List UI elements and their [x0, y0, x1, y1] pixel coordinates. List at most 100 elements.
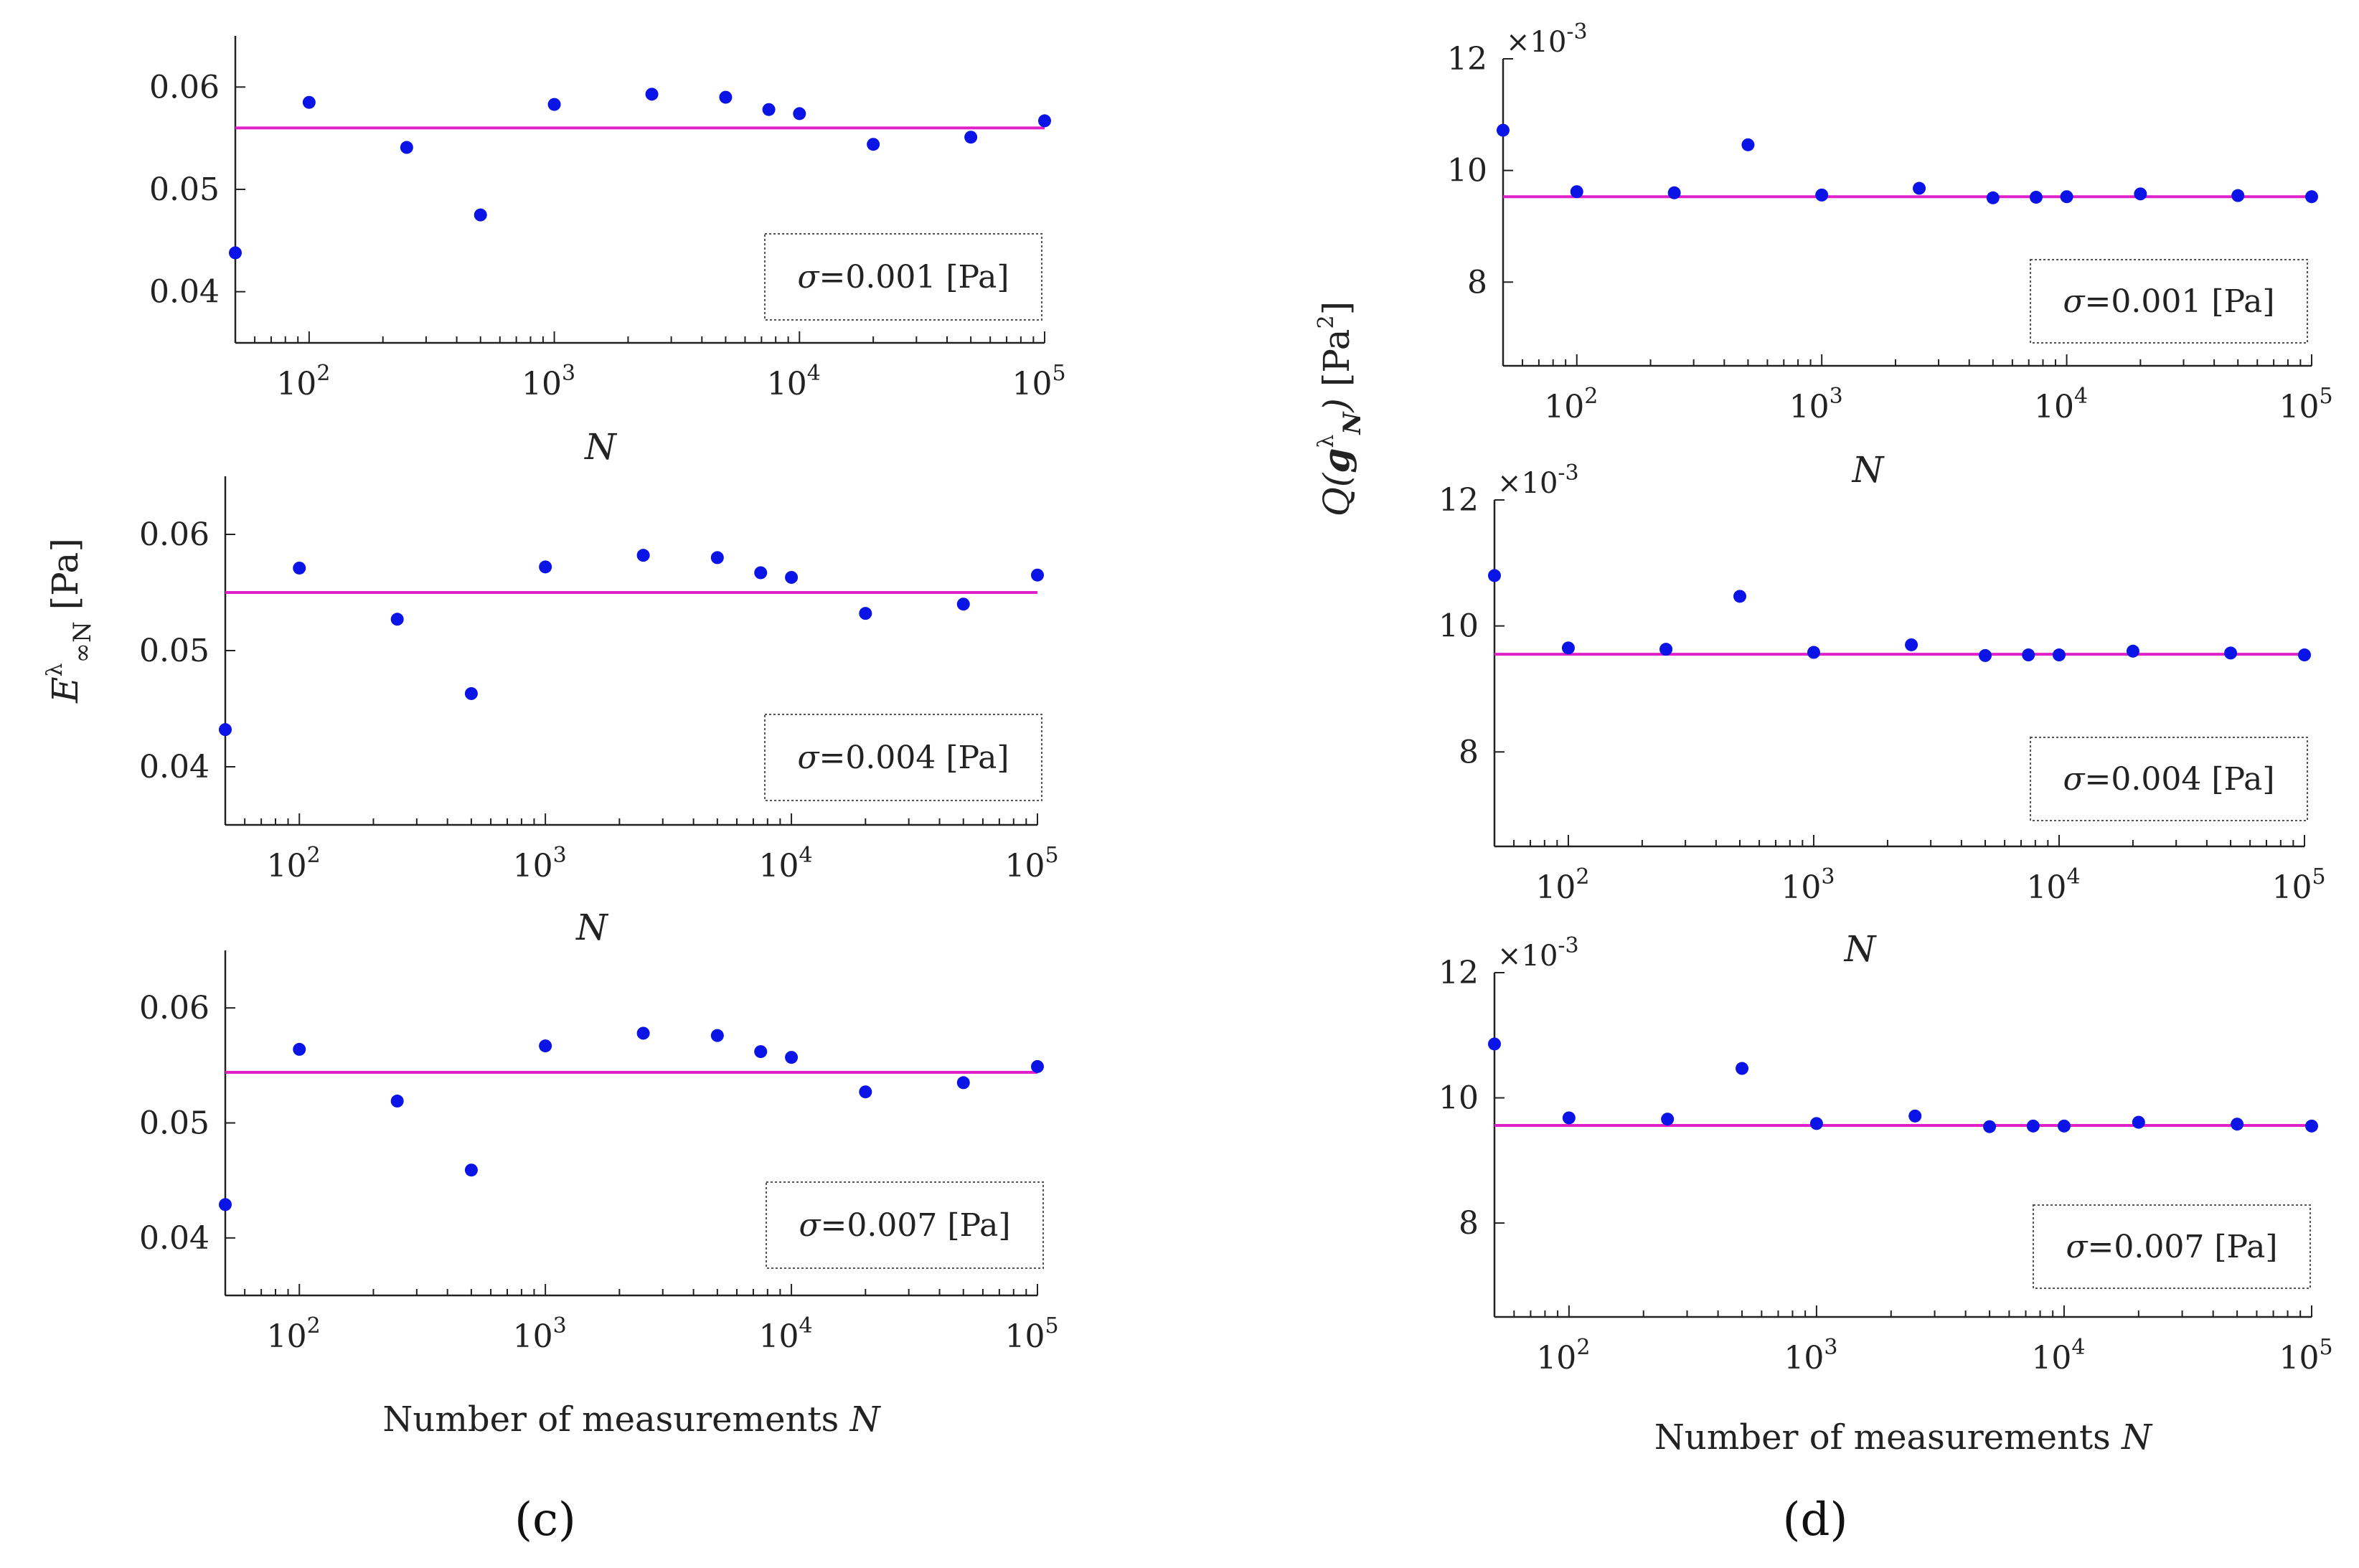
data-point	[1488, 1037, 1501, 1051]
data-point	[219, 723, 232, 737]
x-axis-title: N	[575, 907, 609, 948]
data-point	[1659, 643, 1673, 656]
y-tick-label: 0.04	[149, 274, 220, 311]
chart-d1: 102 103 104 105 8 10 12 ×10-3 σ=0.001 [Pa] N	[1447, 19, 2333, 491]
data-point	[229, 246, 242, 260]
legend-box	[2033, 1204, 2311, 1289]
data-point	[1908, 1109, 1922, 1123]
x-axis-title: Number of measurements N	[382, 1399, 881, 1440]
legend-box	[2030, 737, 2308, 821]
y-tick-label: 12	[1439, 955, 1479, 991]
data-point	[400, 141, 413, 154]
data-point	[793, 107, 806, 121]
y-scale-multiplier: ×10-3	[1506, 19, 1588, 59]
data-point	[1733, 590, 1747, 603]
data-point	[956, 598, 970, 611]
data-point	[1983, 1120, 1997, 1133]
y-tick-label: 0.05	[139, 1105, 209, 1142]
legend-box	[764, 233, 1042, 321]
data-point	[964, 131, 978, 144]
y-tick-label: 8	[1459, 1205, 1479, 1242]
data-point	[2231, 1118, 2244, 1131]
data-point	[2060, 190, 2073, 204]
y-tick-label: 12	[1447, 41, 1487, 77]
data-point	[636, 549, 650, 562]
data-point	[956, 1076, 970, 1090]
x-tick-label: 104	[759, 1313, 813, 1355]
data-point	[1986, 191, 2000, 204]
data-point	[2126, 644, 2139, 658]
x-tick-label: 105	[1004, 843, 1058, 884]
y-tick-label: 0.05	[149, 171, 220, 208]
data-point	[2052, 648, 2066, 662]
x-tick-label: 104	[2034, 384, 2088, 425]
data-point	[1809, 1117, 1823, 1130]
data-point	[2057, 1119, 2071, 1133]
data-point	[1031, 1059, 1044, 1073]
data-point	[474, 208, 487, 222]
legend-text: σ=0.007 [Pa]	[799, 1207, 1010, 1244]
x-tick-label: 104	[759, 843, 813, 884]
data-point	[719, 90, 733, 104]
data-point	[754, 1045, 768, 1059]
x-tick-label: 103	[1781, 864, 1835, 906]
data-point	[390, 1095, 404, 1108]
data-point	[1562, 1111, 1576, 1125]
x-tick-label: 103	[513, 1313, 567, 1355]
y-tick-label: 0.05	[139, 633, 209, 669]
x-tick-label: 103	[513, 843, 567, 884]
data-point	[547, 98, 561, 111]
legend-box	[764, 714, 1042, 801]
data-point	[2298, 648, 2311, 662]
legend-text: σ=0.004 [Pa]	[2063, 761, 2274, 798]
right-y-label-text: Q(gλN) [Pa2]	[1314, 301, 1367, 516]
data-point	[2132, 1115, 2145, 1129]
x-tick-label: 105	[2279, 384, 2332, 425]
x-tick-label: 105	[2279, 1335, 2332, 1376]
data-point	[1905, 638, 1918, 651]
x-tick-label: 105	[1012, 361, 1065, 402]
x-tick-label: 103	[1784, 1335, 1837, 1376]
chart-c3: 102 103 104 105 0.04 0.05 0.06 σ=0.007 [Pa] Numb…	[139, 950, 1059, 1440]
legend-text: σ=0.004 [Pa]	[797, 740, 1009, 776]
data-point	[1979, 648, 1992, 662]
x-tick-label: 104	[2026, 864, 2080, 906]
y-tick-label: 0.06	[149, 69, 220, 105]
data-point	[1031, 568, 1044, 582]
chart-d3: 102 103 104 105 8 10 12 ×10-3 σ=0.007 [Pa] Number…	[1439, 933, 2333, 1458]
data-point	[1661, 1113, 1675, 1126]
data-point	[1488, 569, 1501, 582]
data-point	[1736, 1062, 1749, 1075]
x-tick-label: 102	[276, 361, 330, 402]
data-point	[762, 103, 776, 116]
chart-c2: 102 103 104 105 0.04 0.05 0.06 σ=0.004 [Pa] N	[139, 476, 1059, 948]
x-tick-label: 105	[1004, 1313, 1058, 1355]
data-point	[1497, 123, 1510, 137]
right-y-axis-label: Q(gλN) [Pa2]	[1314, 301, 1367, 516]
x-tick-label: 102	[1544, 384, 1598, 425]
y-tick-label: 0.04	[139, 749, 209, 785]
x-tick-label: 102	[1535, 864, 1589, 906]
x-axis-title: N	[1852, 449, 1885, 491]
data-point	[2224, 646, 2238, 660]
data-point	[539, 1039, 552, 1053]
data-point	[2029, 190, 2043, 204]
chart-c1: 102 103 104 105 0.04 0.05 0.06 σ=0.001 [Pa] N	[149, 36, 1066, 468]
y-tick-label: 8	[1459, 734, 1479, 770]
data-point	[219, 1198, 232, 1212]
data-point	[1807, 646, 1820, 659]
data-point	[2134, 187, 2147, 201]
x-tick-label: 104	[2031, 1335, 2085, 1376]
y-tick-label: 10	[1439, 608, 1479, 645]
left-y-axis-label: Eλ∞N [Pa]	[42, 538, 97, 704]
data-point	[1570, 185, 1583, 199]
legend-box	[766, 1181, 1044, 1269]
y-tick-label: 0.06	[139, 516, 209, 553]
data-point	[754, 566, 768, 580]
data-point	[1561, 641, 1575, 655]
data-point	[2026, 1119, 2040, 1133]
y-tick-label: 0.06	[139, 990, 209, 1026]
legend-text: σ=0.001 [Pa]	[2063, 283, 2274, 320]
data-point	[293, 561, 306, 575]
